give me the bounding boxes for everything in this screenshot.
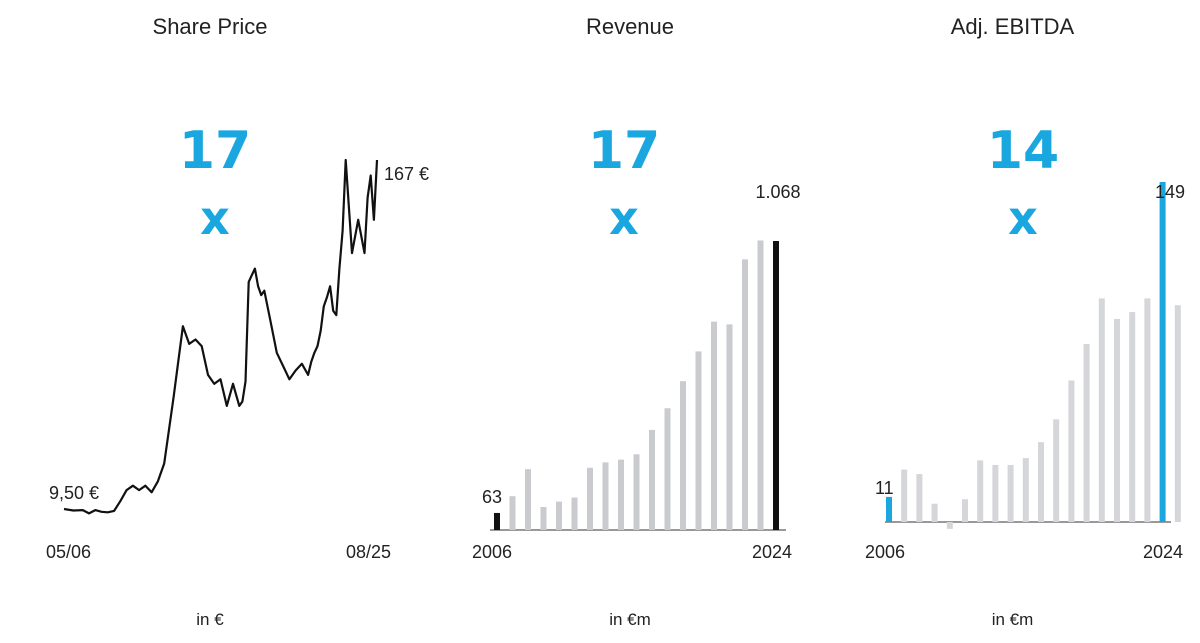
share-price-end-label: 167 € [384, 164, 429, 184]
share-price-line [63, 158, 379, 515]
revenue-bar-2022 [742, 259, 748, 530]
revenue-panel: Revenue 17 x 63 1.068 2006 2024 in €m [430, 0, 830, 643]
ebitda-bar-2020 [1098, 298, 1105, 522]
ebitda-bar-2016 [1038, 442, 1044, 522]
revenue-bar-2008 [525, 469, 531, 530]
revenue-unit: in €m [609, 610, 651, 629]
share-price-multiple-x: x [200, 191, 230, 245]
revenue-multiple: 17 [588, 121, 660, 181]
ebitda-bar-2010 [946, 522, 953, 529]
revenue-chart: 17 x 63 1.068 2006 2024 [472, 121, 801, 562]
revenue-bar-2019 [695, 351, 702, 530]
revenue-bar-2018 [680, 381, 686, 530]
revenue-bar-2015 [633, 454, 640, 530]
ebitda-bar-2015 [1022, 458, 1029, 522]
ebitda-bar-2007 [901, 469, 908, 522]
revenue-bar-2021 [726, 324, 733, 530]
ebitda-first-value-label: 11 [875, 478, 894, 498]
revenue-bar-2017 [664, 408, 671, 530]
ebitda-bar-2022 [1129, 312, 1136, 522]
ebitda-bar-2011 [962, 499, 968, 522]
revenue-x-end-label: 2024 [752, 542, 792, 562]
ebitda-multiple: 14 [987, 121, 1059, 181]
revenue-bar-2012 [587, 467, 593, 530]
share-price-x-end-label: 08/25 [346, 542, 391, 562]
ebitda-bar-2023 [1144, 298, 1151, 522]
ebitda-bar-2019 [1083, 344, 1090, 522]
revenue-multiple-x: x [609, 191, 639, 245]
ebitda-multiple-x: x [1008, 191, 1038, 245]
revenue-bar-2013 [602, 462, 609, 530]
ebitda-bar-2012 [977, 460, 984, 522]
share-price-multiple: 17 [179, 121, 251, 181]
ebitda-x-end-label: 2024 [1143, 542, 1183, 562]
ebitda-bar-2014 [1007, 464, 1014, 522]
ebitda-x-start-label: 2006 [865, 542, 905, 562]
ebitda-unit: in €m [991, 610, 1034, 629]
revenue-bar-2016 [649, 429, 655, 530]
share-price-x-start-label: 05/06 [46, 542, 91, 562]
ebitda-title: Adj. EBITDA [950, 14, 1075, 39]
share-price-panel: Share Price 17 x 9,50 € 167 € 05/06 08/2… [20, 0, 440, 643]
ebitda-bar-2009 [931, 503, 938, 522]
revenue-bar-2023 [757, 240, 764, 530]
revenue-bars [494, 240, 779, 530]
revenue-bar-2006 [494, 512, 500, 530]
ebitda-bar-2018 [1068, 380, 1075, 522]
ebitda-bar-2025 [1174, 305, 1181, 522]
revenue-bar-2009 [540, 506, 547, 530]
ebitda-panel: Adj. EBITDA 14 x 11 149 2006 2024 in €m [825, 0, 1200, 643]
ebitda-last-value-label: 149 [1155, 182, 1185, 202]
revenue-bar-2007 [509, 496, 516, 530]
share-price-start-label: 9,50 € [49, 483, 99, 503]
revenue-bar-2010 [556, 501, 562, 530]
share-price-title: Share Price [152, 14, 268, 39]
share-price-chart: 17 x 9,50 € 167 € 05/06 08/25 [46, 121, 429, 562]
ebitda-chart: 14 x 11 149 2006 2024 [865, 121, 1185, 562]
revenue-bar-2011 [571, 497, 578, 530]
ebitda-bar-2006 [886, 496, 892, 522]
revenue-bar-2024 [773, 241, 779, 530]
ebitda-bar-2013 [992, 464, 999, 522]
ebitda-bars [886, 182, 1181, 529]
revenue-bar-2014 [618, 459, 624, 530]
ebitda-bar-2024 [1159, 182, 1166, 522]
revenue-last-value-label: 1.068 [755, 182, 800, 202]
revenue-x-start-label: 2006 [472, 542, 512, 562]
ebitda-bar-2008 [916, 474, 923, 522]
share-price-unit: in € [196, 610, 224, 629]
ebitda-bar-2017 [1053, 419, 1060, 522]
revenue-bar-2020 [711, 321, 717, 530]
revenue-title: Revenue [585, 14, 675, 39]
revenue-first-value-label: 63 [482, 487, 502, 507]
ebitda-bar-2021 [1114, 318, 1120, 522]
